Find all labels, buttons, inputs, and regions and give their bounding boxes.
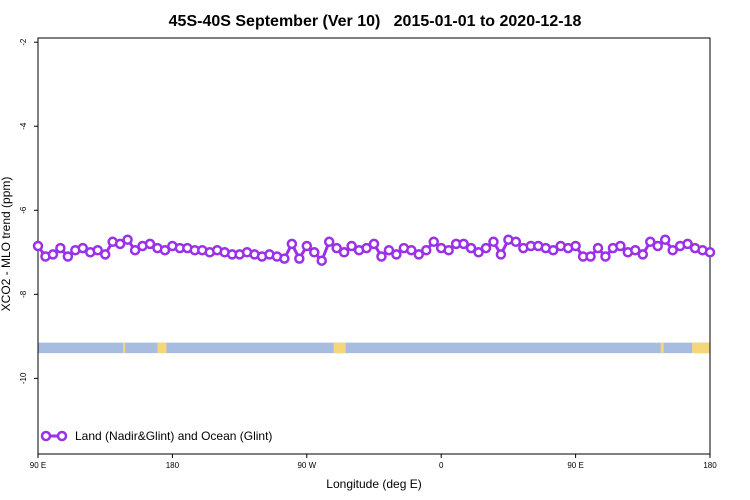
land-segment bbox=[333, 342, 346, 354]
data-point bbox=[488, 236, 499, 248]
data-point bbox=[645, 236, 656, 248]
data-point bbox=[458, 238, 469, 250]
data-point bbox=[383, 244, 395, 256]
data-point bbox=[294, 253, 305, 264]
data-point bbox=[473, 247, 484, 258]
data-point bbox=[129, 244, 141, 256]
data-point bbox=[331, 242, 342, 254]
data-point bbox=[159, 244, 171, 256]
legend-marker-icon bbox=[40, 430, 52, 442]
data-point bbox=[301, 240, 313, 252]
data-point bbox=[62, 251, 74, 262]
data-point bbox=[286, 238, 298, 250]
plot-area: -2 -4 -6 -8 -10 90 E 180 90 W 0 90 E 180 bbox=[19, 37, 717, 470]
data-point bbox=[122, 234, 133, 245]
ocean-band bbox=[38, 342, 710, 354]
data-point bbox=[421, 244, 432, 256]
land-segment bbox=[692, 342, 710, 354]
data-point bbox=[630, 244, 641, 256]
y-tick-label: -4 bbox=[19, 122, 28, 130]
y-tick-label: -8 bbox=[19, 290, 28, 298]
legend-marker-icon bbox=[56, 430, 68, 442]
data-point bbox=[47, 249, 59, 260]
data-point bbox=[659, 234, 671, 245]
legend-label: Land (Nadir&Glint) and Ocean (Glint) bbox=[75, 429, 272, 443]
y-axis: -2 -4 -6 -8 -10 bbox=[19, 38, 38, 384]
data-point bbox=[77, 242, 89, 254]
data-point bbox=[667, 244, 678, 256]
data-point bbox=[391, 249, 402, 260]
data-point bbox=[652, 240, 663, 252]
data-point bbox=[346, 240, 357, 252]
land-segment bbox=[123, 342, 126, 354]
data-point bbox=[361, 242, 372, 254]
x-tick-label: 90 E bbox=[567, 461, 583, 470]
data-point bbox=[547, 244, 559, 256]
land-segment bbox=[157, 342, 167, 354]
data-point bbox=[570, 240, 581, 252]
legend: Land (Nadir&Glint) and Ocean (Glint) bbox=[40, 429, 272, 443]
data-point bbox=[510, 236, 522, 248]
x-tick-label: 180 bbox=[703, 461, 717, 470]
data-point bbox=[495, 249, 507, 260]
data-point bbox=[600, 251, 611, 262]
data-point bbox=[615, 240, 626, 252]
data-point bbox=[32, 240, 44, 252]
data-point bbox=[406, 244, 417, 256]
land-segment bbox=[660, 342, 664, 354]
data-point bbox=[323, 236, 335, 248]
data-point bbox=[338, 247, 350, 258]
data-point bbox=[428, 236, 439, 248]
y-axis-label: XCO2 - MLO trend (ppm) bbox=[0, 177, 13, 312]
y-tick-label: -6 bbox=[19, 206, 28, 214]
data-point bbox=[99, 249, 111, 260]
series-layer bbox=[32, 234, 716, 266]
data-point bbox=[368, 238, 380, 250]
x-tick-label: 90 W bbox=[297, 461, 316, 470]
data-point bbox=[55, 242, 66, 254]
chart-title: 45S-40S September (Ver 10) 2015-01-01 to… bbox=[169, 13, 582, 30]
y-tick-label: -10 bbox=[19, 372, 28, 384]
data-point bbox=[316, 255, 327, 266]
data-point bbox=[637, 249, 649, 260]
surface-type-band bbox=[38, 342, 710, 354]
data-point bbox=[682, 238, 693, 250]
data-point bbox=[704, 247, 716, 258]
y-tick-label: -2 bbox=[19, 38, 28, 46]
data-point bbox=[279, 253, 290, 264]
data-point bbox=[465, 242, 477, 254]
data-point bbox=[144, 238, 156, 250]
data-point bbox=[413, 249, 425, 260]
x-axis: 90 E 180 90 W 0 90 E 180 bbox=[30, 454, 717, 470]
data-point bbox=[592, 242, 604, 254]
data-point bbox=[480, 242, 492, 254]
x-tick-label: 90 E bbox=[30, 461, 46, 470]
data-point bbox=[443, 244, 454, 256]
data-point bbox=[309, 247, 320, 258]
data-point bbox=[114, 238, 126, 250]
data-point bbox=[376, 251, 387, 262]
data-point bbox=[585, 251, 596, 262]
x-axis-label: Longitude (deg E) bbox=[326, 477, 421, 491]
data-point bbox=[92, 244, 103, 256]
x-tick-label: 180 bbox=[166, 461, 180, 470]
x-tick-label: 0 bbox=[439, 461, 444, 470]
